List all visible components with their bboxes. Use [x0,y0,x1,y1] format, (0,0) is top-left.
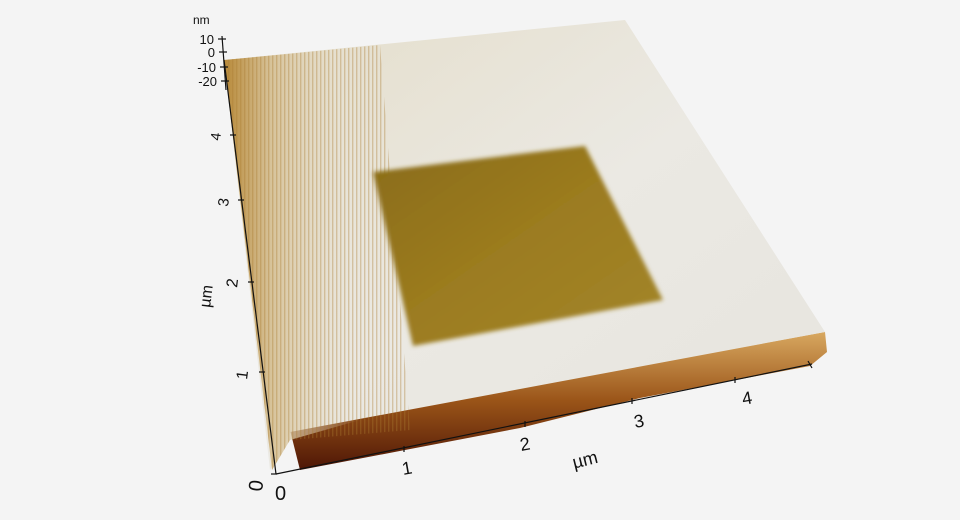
y-axis-label: µm [197,284,217,308]
y-tick-label: 3 [215,197,233,207]
recessed-square [373,146,663,346]
z-tick-label: -20 [198,74,217,89]
z-tick-label: -10 [197,60,216,75]
streak-texture [224,45,410,470]
x-tick-label: 1 [400,457,413,478]
x-tick-label: 3 [632,410,645,431]
y-tick-label: 1 [234,369,252,380]
x-tick-label: 2 [518,433,531,454]
y-tick-label: 0 [245,479,268,493]
x-axis [275,360,813,475]
front-side-wall [290,332,827,470]
x-axis-label: µm [570,447,599,473]
y-tick-label: 4 [207,131,224,141]
z-tick-label: 10 [200,32,214,47]
z-axis-label: nm [193,13,210,27]
x-tick-label: 0 [275,483,286,505]
x-tick-label: 4 [740,387,753,408]
z-tick-label: 0 [208,45,215,60]
y-tick-label: 2 [224,277,242,288]
